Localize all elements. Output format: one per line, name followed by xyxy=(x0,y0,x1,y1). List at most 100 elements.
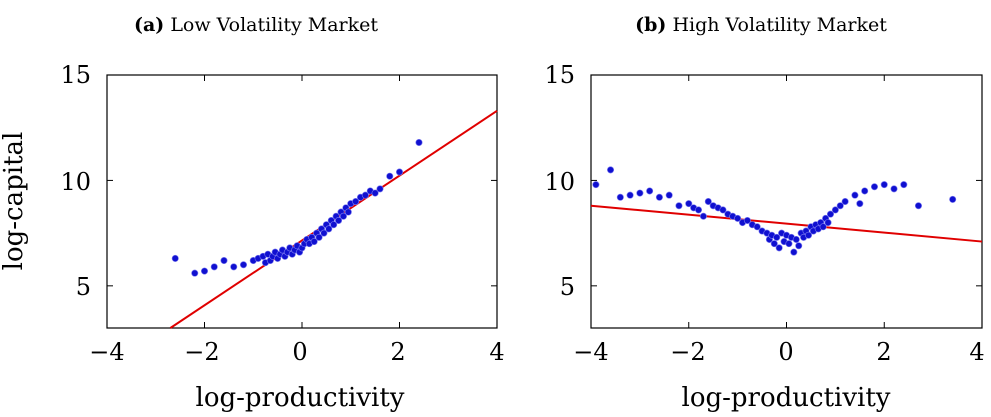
panel-a-xtick-4: 4 xyxy=(489,338,504,366)
panel-b-data-point xyxy=(685,200,693,208)
panel-b-xtick-4: 4 xyxy=(969,338,984,366)
panel-b-data-point xyxy=(949,195,957,203)
panel-b-data-point xyxy=(734,214,742,222)
panel-b-data-point xyxy=(626,191,634,199)
panel-b-x-tick-labels: −4 −2 0 2 4 xyxy=(573,338,984,366)
panel-b-title: (b) High Volatility Market xyxy=(635,14,887,36)
panel-a-data-point xyxy=(201,267,209,275)
panel-a-data-point xyxy=(220,257,228,265)
panel-b-data-point xyxy=(831,206,839,214)
panel-b-fit-line-group xyxy=(590,204,983,243)
panel-b-data-point xyxy=(824,219,832,227)
panel-b-ytick-15: 15 xyxy=(544,61,575,89)
panel-a-tick-marks xyxy=(106,74,498,328)
panel-a-y-axis-label: log-capital xyxy=(0,132,29,271)
panel-b-data-point xyxy=(775,244,783,252)
panel-b-xtick-0: 0 xyxy=(778,338,793,366)
panel-a-data-point xyxy=(310,238,318,246)
panel-b-tick-marks xyxy=(590,74,983,328)
panel-b-label: (b) xyxy=(635,14,666,36)
panel-b-data-point xyxy=(870,183,878,191)
panel-a-title: (a) Low Volatility Market xyxy=(134,14,378,36)
panel-a-data-point xyxy=(335,216,343,224)
panel-a-xtick-neg2: −2 xyxy=(184,338,219,366)
panel-b: (b) High Volatility Market 5 10 15 −4 −2… xyxy=(544,14,984,413)
panel-b-data-point xyxy=(792,235,800,243)
panel-a-ytick-15: 15 xyxy=(60,61,91,89)
panel-a-data-point xyxy=(352,198,360,206)
panel-b-data-point xyxy=(704,198,712,206)
panel-a-data-point xyxy=(230,263,238,271)
panel-b-data-point xyxy=(795,242,803,250)
panel-a-data-point xyxy=(240,261,248,269)
panel-b-data-point xyxy=(770,240,778,248)
panel-b-data-point xyxy=(856,200,864,208)
panel-b-data-point xyxy=(819,223,827,231)
panel-a-xtick-0: 0 xyxy=(292,338,307,366)
panel-a-data-point xyxy=(320,229,328,237)
panel-b-xtick-2: 2 xyxy=(876,338,891,366)
panel-a-xtick-neg4: −4 xyxy=(89,338,124,366)
panel-a-axes-frame xyxy=(106,74,498,329)
panel-b-data-point xyxy=(804,231,812,239)
panel-a-title-text: Low Volatility Market xyxy=(170,14,378,36)
panel-a-data-point xyxy=(344,208,352,216)
panel-a-ytick-10: 10 xyxy=(60,168,91,196)
panel-b-data-point xyxy=(785,240,793,248)
panel-a-x-tick-labels: −4 −2 0 2 4 xyxy=(89,338,504,366)
panel-b-data-point xyxy=(743,216,751,224)
panel-b-axes-frame xyxy=(590,74,983,329)
panel-a-data-point xyxy=(210,263,218,271)
panel-b-ytick-5: 5 xyxy=(560,273,575,301)
panel-b-data-point xyxy=(753,223,761,231)
panel-b-data-point xyxy=(836,202,844,210)
panel-b-data-point xyxy=(636,189,644,197)
panel-b-data-point xyxy=(719,206,727,214)
panel-b-data-point xyxy=(675,202,683,210)
panel-b-data-point xyxy=(665,191,673,199)
panel-b-data-point xyxy=(914,202,922,210)
panel-a-x-axis-label: log-productivity xyxy=(196,383,405,413)
panel-a: (a) Low Volatility Market 5 10 15 −4 −2 … xyxy=(0,14,505,413)
panel-b-x-axis-label: log-productivity xyxy=(682,383,891,413)
panel-b-xtick-neg2: −2 xyxy=(670,338,705,366)
panel-a-data-point xyxy=(386,172,394,180)
panel-a-y-tick-labels: 5 10 15 xyxy=(60,61,91,301)
panel-a-data-point xyxy=(371,189,379,197)
panel-b-data-point xyxy=(616,193,624,201)
panel-b-data-point xyxy=(841,198,849,206)
panel-b-data-point xyxy=(699,212,707,220)
panel-b-data-point xyxy=(655,193,663,201)
panel-a-points xyxy=(171,138,423,277)
panel-a-data-point xyxy=(339,212,347,220)
panel-a-data-point xyxy=(315,233,323,241)
panel-a-data-point xyxy=(325,225,333,233)
panel-b-data-point xyxy=(880,181,888,189)
panel-b-points xyxy=(592,166,957,256)
panel-a-data-point xyxy=(376,185,384,193)
panel-b-data-point xyxy=(646,187,654,195)
panel-b-data-point xyxy=(900,181,908,189)
panel-b-data-point xyxy=(773,233,781,241)
panel-a-data-point xyxy=(395,168,403,176)
panel-a-data-point xyxy=(191,269,199,277)
panel-b-data-point xyxy=(851,191,859,199)
panel-b-data-point xyxy=(592,181,600,189)
panel-b-data-point xyxy=(826,210,834,218)
panel-b-xtick-neg4: −4 xyxy=(573,338,608,366)
panel-b-data-point xyxy=(861,187,869,195)
panel-a-data-point xyxy=(361,191,369,199)
panel-b-ytick-10: 10 xyxy=(544,168,575,196)
panel-b-data-point xyxy=(790,248,798,256)
panel-a-data-point xyxy=(415,138,423,146)
panel-b-data-point xyxy=(695,206,703,214)
panel-b-data-point xyxy=(607,166,615,174)
panel-a-label: (a) xyxy=(134,14,164,36)
panel-a-xtick-2: 2 xyxy=(390,338,405,366)
panel-b-data-point xyxy=(890,185,898,193)
panel-b-title-text: High Volatility Market xyxy=(672,14,887,36)
panel-b-fit-line xyxy=(590,204,983,243)
panel-a-data-point xyxy=(171,254,179,262)
panel-b-y-tick-labels: 5 10 15 xyxy=(544,61,575,301)
